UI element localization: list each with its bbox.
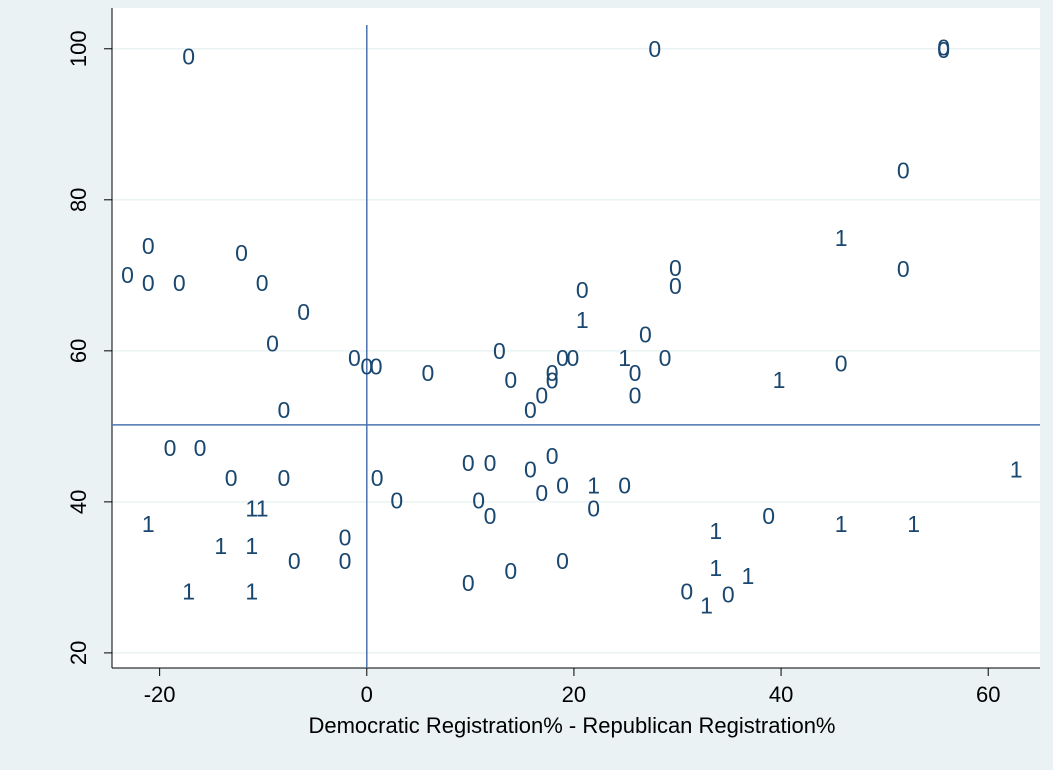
point-label: 0 — [164, 435, 177, 461]
point-label: 0 — [535, 480, 548, 506]
point-label: 1 — [835, 225, 848, 251]
point-label: 0 — [524, 457, 537, 483]
point-label: 0 — [288, 548, 301, 574]
point-label: 0 — [648, 36, 661, 62]
point-label: 0 — [339, 525, 352, 551]
point-label: 0 — [462, 450, 475, 476]
point-label: 0 — [629, 360, 642, 386]
plot-area — [112, 8, 1040, 668]
x-tick-label: -20 — [144, 682, 176, 707]
point-label: 1 — [245, 578, 258, 604]
point-label: 0 — [462, 570, 475, 596]
y-tick-label: 60 — [66, 339, 91, 363]
point-label: 0 — [680, 578, 693, 604]
point-label: 0 — [762, 503, 775, 529]
point-label: 0 — [566, 345, 579, 371]
point-label: 0 — [576, 277, 589, 303]
point-label: 0 — [524, 397, 537, 423]
point-label: 0 — [504, 367, 517, 393]
point-label: 0 — [669, 255, 682, 281]
point-label: 1 — [587, 473, 600, 499]
x-tick-label: 60 — [976, 682, 1000, 707]
point-label: 1 — [709, 555, 722, 581]
point-label: 0 — [937, 37, 950, 63]
point-label: 0 — [297, 299, 310, 325]
point-label: 1 — [907, 511, 920, 537]
point-label: 0 — [618, 473, 631, 499]
point-label: 0 — [546, 443, 559, 469]
point-label: 0 — [370, 353, 383, 379]
point-label: 0 — [722, 581, 735, 607]
point-label: 0 — [472, 488, 485, 514]
y-tick-label: 20 — [66, 641, 91, 665]
point-label: 1 — [742, 563, 755, 589]
point-label: 1 — [700, 593, 713, 619]
point-label: 1 — [773, 367, 786, 393]
point-label: 1 — [256, 495, 269, 521]
point-label: 0 — [546, 368, 559, 394]
point-label: 0 — [182, 44, 195, 70]
point-label: 0 — [897, 256, 910, 282]
point-label: 0 — [556, 345, 569, 371]
point-label: 0 — [556, 548, 569, 574]
point-label: 1 — [214, 533, 227, 559]
point-label: 0 — [371, 465, 384, 491]
point-label: 1 — [576, 307, 589, 333]
point-label: 0 — [535, 383, 548, 409]
point-label: 0 — [142, 233, 155, 259]
point-label: 0 — [235, 240, 248, 266]
point-label: 0 — [897, 158, 910, 184]
x-tick-label: 40 — [769, 682, 793, 707]
point-label: 0 — [659, 345, 672, 371]
point-label: 0 — [669, 273, 682, 299]
x-tick-label: 0 — [361, 682, 373, 707]
point-label: 1 — [182, 578, 195, 604]
point-label: 0 — [173, 270, 186, 296]
point-label: 0 — [360, 353, 373, 379]
point-label: 0 — [194, 435, 207, 461]
x-tick-label: 20 — [562, 682, 586, 707]
point-label: 0 — [639, 322, 652, 348]
point-label: 1 — [835, 511, 848, 537]
point-label: 0 — [278, 465, 291, 491]
point-label: 0 — [484, 503, 497, 529]
point-label: 0 — [556, 473, 569, 499]
point-label: 0 — [937, 35, 950, 61]
point-label: 0 — [421, 360, 434, 386]
point-label: 0 — [484, 450, 497, 476]
point-label: 1 — [618, 345, 631, 371]
point-label: 0 — [142, 270, 155, 296]
point-label: 0 — [256, 270, 269, 296]
y-tick-label: 80 — [66, 188, 91, 212]
x-axis-title: Democratic Registration% - Republican Re… — [308, 713, 835, 738]
point-label: 0 — [121, 262, 134, 288]
point-label: 0 — [835, 350, 848, 376]
point-label: 1 — [1010, 457, 1023, 483]
point-label: 0 — [225, 465, 238, 491]
point-label: 0 — [546, 360, 559, 386]
point-label: 1 — [245, 533, 258, 559]
point-label: 0 — [278, 397, 291, 423]
point-label: 0 — [339, 548, 352, 574]
point-label: 1 — [245, 495, 258, 521]
point-label: 1 — [709, 518, 722, 544]
point-label: 0 — [390, 488, 403, 514]
point-label: 0 — [348, 345, 361, 371]
point-label: 0 — [493, 338, 506, 364]
y-tick-label: 40 — [66, 490, 91, 514]
point-label: 0 — [587, 495, 600, 521]
point-label: 0 — [504, 558, 517, 584]
y-tick-label: 100 — [66, 30, 91, 67]
point-label: 0 — [266, 331, 279, 357]
point-label: 0 — [629, 383, 642, 409]
point-label: 1 — [142, 511, 155, 537]
